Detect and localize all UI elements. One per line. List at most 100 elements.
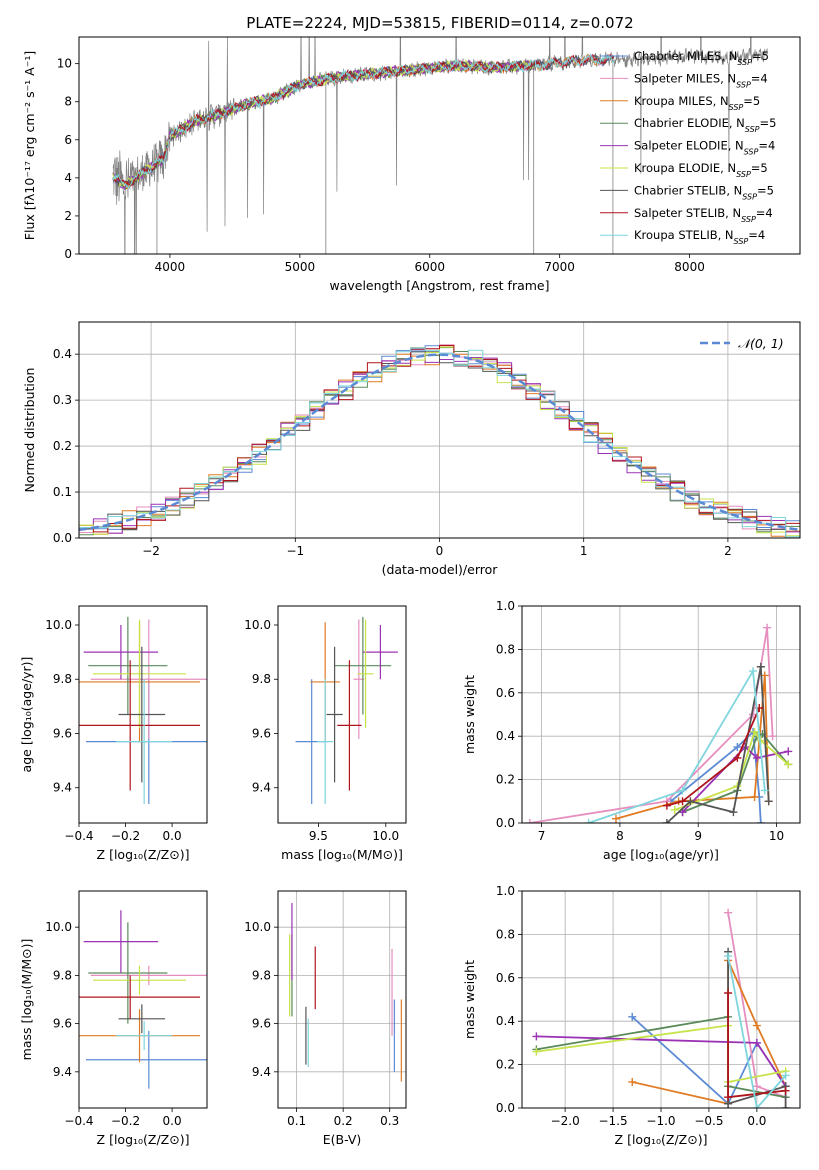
weight-marker-kroupa-stelib — [749, 667, 758, 676]
weight-marker-chabrier-stelib — [756, 662, 765, 671]
y-tick-label: 0.8 — [496, 642, 515, 656]
mass-vs-extinction-panel: 0.1 0.2 0.3 9.4 9.6 9.8 10.0 E(B-V) — [244, 890, 407, 1147]
y-tick-label: 9.4 — [252, 1065, 271, 1079]
axes-frame — [277, 890, 407, 1109]
weight-marker-kroupa-elodie — [750, 727, 759, 736]
weight-marker-kroupa-stelib — [584, 819, 593, 823]
y-tick-label: 9.6 — [252, 1017, 271, 1031]
y-axis-label: Normed distribution — [22, 368, 37, 493]
y-tick-label: 0.0 — [53, 531, 72, 545]
x-axis-label: Z [log₁₀(Z/Z⊙)] — [615, 1132, 708, 1147]
weight-marker-kroupa-stelib — [781, 1071, 790, 1080]
axes-frame — [521, 605, 801, 824]
y-tick-label: 9.6 — [53, 726, 72, 740]
weight-line-kroupa-stelib — [588, 668, 766, 823]
y-tick-label: 0.6 — [496, 971, 515, 985]
weight-marker-salpeter-stelib — [733, 753, 742, 762]
weight-marker-kroupa-elodie — [532, 1047, 541, 1056]
x-tick-label: 0.3 — [380, 1114, 399, 1128]
x-tick-label: 8000 — [674, 260, 705, 274]
x-tick-label: 4000 — [155, 260, 186, 274]
legend-label-kroupa-elodie: Kroupa ELODIE, NSSP=5 — [634, 161, 768, 179]
weight-line-salpeter-elodie — [681, 745, 789, 813]
weight-marker-salpeter-stelib — [678, 797, 687, 806]
x-axis-label: (data-model)/error — [382, 562, 499, 577]
weight-marker-chabrier-miles — [733, 743, 742, 752]
y-axis-label: mass weight — [462, 675, 477, 754]
x-tick-label: −2 — [142, 544, 160, 558]
plot-area — [112, 37, 768, 254]
plot-area — [79, 616, 207, 805]
weight-marker-chabrier-stelib — [686, 797, 695, 806]
weight-marker-chabrier-stelib — [662, 819, 671, 823]
y-tick-label: 0.2 — [53, 439, 72, 453]
x-tick-label: −1.5 — [598, 1114, 627, 1128]
weight-marker-kroupa-miles — [752, 1021, 761, 1030]
weight-marker-salpeter-elodie — [752, 753, 761, 762]
mass-weight-vs-age-panel: 7 8 9 10 0.0 0.2 0.4 0.6 0.8 1.0 age [log₁₀(age/yr… — [462, 599, 801, 862]
x-tick-label: 0.0 — [163, 829, 182, 843]
y-tick-label: 0.6 — [496, 686, 515, 700]
axes-frame — [78, 36, 801, 255]
y-tick-label: 0.8 — [496, 927, 515, 941]
weight-marker-chabrier-stelib — [729, 808, 738, 817]
weight-marker-kroupa-stelib — [752, 1104, 761, 1108]
y-axis-label: age [log₁₀(age/yr)] — [19, 657, 34, 773]
x-tick-label: 10.0 — [372, 829, 399, 843]
legend-label-kroupa-miles: Kroupa MILES, NSSP=5 — [634, 94, 760, 112]
legend-label-salpeter-stelib: Salpeter STELIB, NSSP=4 — [634, 206, 773, 224]
x-axis-label: wavelength [Angstrom, rest frame] — [329, 278, 549, 293]
y-tick-label: 10.0 — [45, 920, 72, 934]
x-tick-label: 0.0 — [747, 1114, 766, 1128]
y-axis-label: Flux [fλ10⁻¹⁷ erg cm⁻² s⁻¹ A⁻¹] — [22, 51, 37, 240]
legend-label-gaussian: 𝒩(0, 1) — [738, 336, 784, 351]
y-tick-label: 0.3 — [53, 393, 72, 407]
plot-area — [79, 910, 207, 1089]
y-tick-label: 10.0 — [244, 618, 271, 632]
x-tick-label: 10 — [769, 829, 784, 843]
y-tick-label: 9.4 — [53, 781, 72, 795]
x-tick-label: −0.2 — [111, 1114, 140, 1128]
x-tick-label: −0.4 — [64, 829, 93, 843]
y-tick-label: 0.4 — [496, 729, 515, 743]
x-tick-label: −1.0 — [646, 1114, 675, 1128]
weight-marker-salpeter-stelib — [724, 988, 733, 997]
x-tick-label: 0.1 — [287, 1114, 306, 1128]
y-tick-label: 0.0 — [496, 816, 515, 830]
weight-marker-salpeter-elodie — [532, 1032, 541, 1041]
y-tick-label: 8 — [64, 95, 72, 109]
y-tick-label: 0.4 — [53, 347, 72, 361]
legend-label-salpeter-miles: Salpeter MILES, NSSP=4 — [634, 71, 768, 89]
y-tick-label: 0.2 — [496, 773, 515, 787]
age-vs-mass-panel: 9.5 10.0 9.4 9.6 9.8 10.0 mass [log₁₀(M/M⊙)] — [244, 605, 407, 862]
y-tick-label: 0.4 — [496, 1014, 515, 1028]
weight-line-salpeter-stelib — [666, 707, 761, 807]
x-tick-label: 9 — [694, 829, 702, 843]
y-tick-label: 0.2 — [496, 1058, 515, 1072]
weight-marker-chabrier-stelib — [764, 797, 773, 806]
weight-marker-salpeter-stelib — [724, 1093, 733, 1102]
y-tick-label: 10.0 — [244, 920, 271, 934]
x-tick-label: −0.5 — [694, 1114, 723, 1128]
y-tick-label: 4 — [64, 171, 72, 185]
figure-title: PLATE=2224, MJD=53815, FIBERID=0114, z=0… — [246, 14, 633, 32]
y-tick-label: 0.0 — [496, 1101, 515, 1115]
weight-marker-salpeter-elodie — [752, 1038, 761, 1047]
legend-label-chabrier-elodie: Chabrier ELODIE, NSSP=5 — [634, 116, 776, 134]
weight-marker-salpeter-stelib — [662, 801, 671, 810]
x-tick-label: 7000 — [544, 260, 575, 274]
x-axis-label: mass [log₁₀(M/M⊙)] — [281, 847, 403, 862]
x-tick-label: 8 — [616, 829, 624, 843]
plot-area — [532, 908, 790, 1108]
weight-marker-kroupa-miles — [628, 1077, 637, 1086]
plot-area — [295, 616, 398, 805]
x-tick-label: 5000 — [285, 260, 316, 274]
y-tick-label: 1.0 — [496, 884, 515, 898]
x-axis-label: Z [log₁₀(Z/Z⊙)] — [97, 847, 190, 862]
legend-label-kroupa-stelib: Kroupa STELIB, NSSP=4 — [634, 228, 765, 246]
x-axis-label: E(B-V) — [323, 1132, 362, 1147]
model-line-chabrier-elodie — [112, 59, 535, 190]
plot-area — [79, 344, 800, 538]
histogram-kroupa-stelib — [79, 347, 800, 538]
